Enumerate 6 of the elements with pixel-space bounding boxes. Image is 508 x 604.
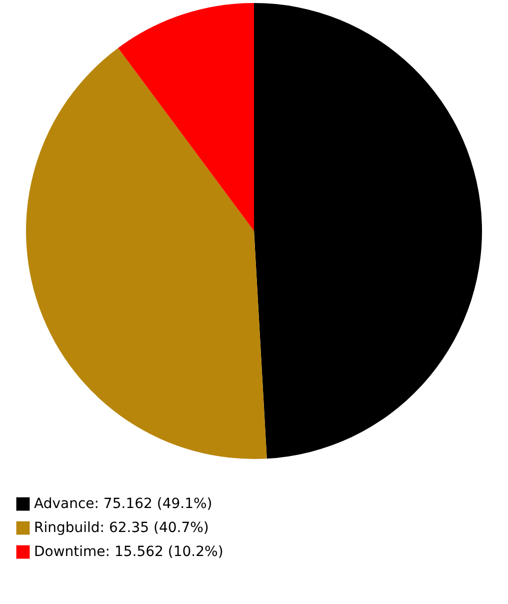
legend-label: Downtime: 15.562 (10.2%)	[34, 544, 224, 560]
legend-label: Ringbuild: 62.35 (40.7%)	[34, 520, 209, 536]
legend-label: Advance: 75.162 (49.1%)	[34, 496, 212, 512]
pie-slice	[254, 3, 482, 459]
pie-slice	[26, 48, 267, 459]
pie-slice	[118, 3, 254, 231]
